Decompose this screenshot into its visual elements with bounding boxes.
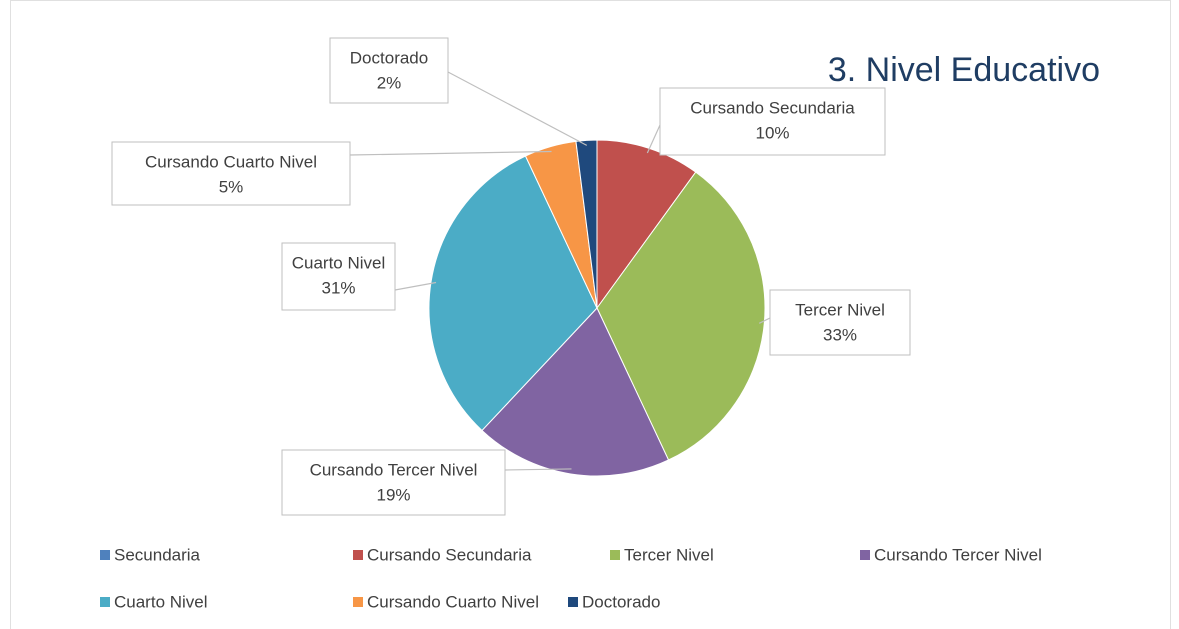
chart-title: 3. Nivel Educativo bbox=[828, 51, 1100, 89]
data-label-box bbox=[111, 141, 351, 206]
data-label-box bbox=[769, 289, 911, 356]
legend-label: Cursando Secundaria bbox=[367, 545, 532, 564]
data-label-value: 31% bbox=[321, 278, 355, 297]
data-label-name: Cuarto Nivel bbox=[292, 253, 386, 272]
leader-line bbox=[394, 281, 437, 291]
data-label-name: Doctorado bbox=[350, 48, 428, 67]
legend-label: Tercer Nivel bbox=[624, 545, 714, 564]
data-label-value: 10% bbox=[755, 123, 789, 142]
data-label-box bbox=[281, 242, 396, 311]
data-label-box bbox=[281, 449, 506, 516]
legend-swatch bbox=[610, 550, 620, 560]
legend-swatch bbox=[353, 597, 363, 607]
leader-line bbox=[504, 468, 572, 471]
legend-swatch bbox=[100, 550, 110, 560]
data-label-value: 2% bbox=[377, 73, 402, 92]
data-label-value: 19% bbox=[376, 485, 410, 504]
legend-swatch bbox=[100, 597, 110, 607]
pie-slice bbox=[428, 155, 598, 432]
legend-label: Cursando Cuarto Nivel bbox=[367, 592, 539, 611]
data-label-name: Cursando Cuarto Nivel bbox=[145, 152, 317, 171]
legend-swatch bbox=[568, 597, 578, 607]
data-label-value: 5% bbox=[219, 177, 244, 196]
leader-line bbox=[447, 71, 588, 146]
leader-line bbox=[758, 317, 771, 324]
pie-slice bbox=[481, 307, 670, 477]
data-label-name: Cursando Secundaria bbox=[690, 98, 855, 117]
data-label-name: Tercer Nivel bbox=[795, 300, 885, 319]
legend-label: Doctorado bbox=[582, 592, 660, 611]
data-label-value: 33% bbox=[823, 325, 857, 344]
leader-line bbox=[646, 124, 661, 154]
legend-swatch bbox=[353, 550, 363, 560]
pie-slice bbox=[575, 139, 598, 309]
leader-line bbox=[349, 150, 552, 156]
data-label-box bbox=[329, 37, 449, 104]
pie-slice bbox=[596, 171, 766, 461]
data-label-box bbox=[659, 87, 886, 156]
legend-label: Secundaria bbox=[114, 545, 201, 564]
legend-swatch bbox=[860, 550, 870, 560]
data-label-name: Cursando Tercer Nivel bbox=[310, 460, 478, 479]
legend-label: Cursando Tercer Nivel bbox=[874, 545, 1042, 564]
chart-border bbox=[10, 0, 1171, 629]
legend-label: Cuarto Nivel bbox=[114, 592, 208, 611]
